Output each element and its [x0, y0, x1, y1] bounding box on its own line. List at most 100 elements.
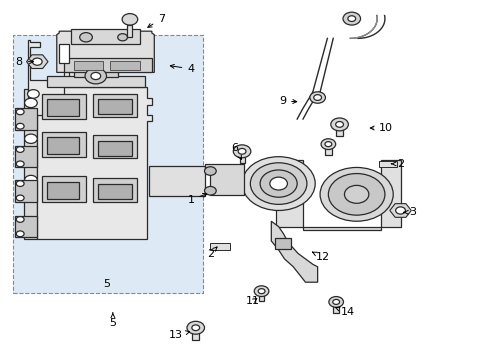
Circle shape: [186, 321, 204, 334]
Polygon shape: [47, 137, 79, 154]
Polygon shape: [98, 140, 132, 156]
Circle shape: [233, 145, 250, 158]
Text: 2: 2: [390, 159, 403, 169]
Polygon shape: [47, 182, 79, 199]
Text: 13: 13: [169, 330, 189, 340]
Polygon shape: [98, 184, 132, 199]
Circle shape: [118, 34, 127, 41]
Circle shape: [24, 134, 37, 143]
Polygon shape: [74, 71, 118, 77]
Circle shape: [260, 170, 297, 197]
Circle shape: [335, 122, 343, 127]
Text: 5: 5: [103, 279, 110, 289]
Text: 11: 11: [246, 296, 260, 306]
Polygon shape: [93, 135, 137, 158]
Polygon shape: [93, 178, 137, 202]
Circle shape: [16, 217, 24, 222]
Polygon shape: [274, 238, 290, 249]
Polygon shape: [37, 87, 152, 239]
Circle shape: [328, 174, 384, 215]
Bar: [239, 151, 244, 163]
Bar: [127, 25, 132, 37]
Circle shape: [91, 72, 101, 80]
Circle shape: [258, 289, 264, 294]
Circle shape: [16, 147, 24, 152]
Bar: [210, 243, 229, 250]
Circle shape: [330, 118, 347, 131]
Circle shape: [85, 68, 106, 84]
Circle shape: [320, 167, 392, 221]
Circle shape: [332, 300, 339, 305]
Text: 2: 2: [206, 247, 217, 258]
Text: 10: 10: [369, 123, 392, 133]
Bar: [332, 302, 338, 314]
Polygon shape: [42, 94, 86, 119]
Circle shape: [16, 123, 24, 129]
Circle shape: [16, 109, 24, 115]
Circle shape: [254, 286, 268, 297]
Circle shape: [344, 185, 368, 203]
Bar: [74, 60, 103, 69]
Text: 7: 7: [147, 14, 165, 27]
Text: 8: 8: [16, 57, 33, 67]
Circle shape: [269, 177, 287, 190]
Bar: [378, 161, 396, 167]
Circle shape: [191, 325, 199, 330]
Text: 5: 5: [109, 313, 116, 328]
Bar: [110, 60, 140, 69]
Polygon shape: [276, 160, 400, 230]
Text: 9: 9: [278, 96, 296, 106]
Bar: [192, 328, 199, 339]
Polygon shape: [71, 30, 140, 44]
Circle shape: [238, 148, 245, 154]
Text: 6: 6: [231, 143, 241, 159]
Polygon shape: [205, 164, 244, 195]
Polygon shape: [47, 99, 79, 116]
Polygon shape: [64, 58, 152, 72]
Circle shape: [342, 12, 360, 25]
Bar: [258, 291, 264, 301]
Circle shape: [313, 95, 321, 100]
Text: 12: 12: [312, 252, 329, 262]
Polygon shape: [98, 99, 132, 114]
Bar: [13, 35, 203, 293]
Circle shape: [16, 161, 24, 167]
Text: 1: 1: [187, 193, 206, 205]
Text: 14: 14: [335, 307, 354, 317]
Polygon shape: [93, 94, 137, 117]
Polygon shape: [57, 31, 154, 72]
Circle shape: [328, 297, 343, 307]
Bar: [335, 125, 342, 136]
Polygon shape: [15, 180, 37, 202]
Circle shape: [309, 92, 325, 103]
Circle shape: [16, 231, 24, 237]
Polygon shape: [47, 76, 144, 87]
Polygon shape: [24, 89, 37, 239]
Circle shape: [16, 181, 24, 186]
Circle shape: [325, 141, 331, 147]
Circle shape: [32, 58, 42, 65]
Circle shape: [122, 14, 138, 25]
Circle shape: [24, 175, 37, 185]
Circle shape: [250, 163, 306, 204]
Circle shape: [80, 33, 92, 42]
Polygon shape: [15, 108, 37, 130]
Polygon shape: [15, 216, 37, 237]
Polygon shape: [42, 176, 86, 202]
Bar: [325, 144, 331, 155]
Circle shape: [395, 207, 405, 214]
Circle shape: [242, 157, 315, 211]
Circle shape: [24, 98, 37, 108]
Circle shape: [204, 186, 216, 195]
Polygon shape: [42, 132, 86, 157]
Bar: [59, 44, 69, 63]
Text: 4: 4: [170, 64, 194, 74]
Circle shape: [16, 195, 24, 201]
Circle shape: [347, 16, 355, 22]
Polygon shape: [149, 166, 205, 196]
Circle shape: [204, 167, 216, 175]
Text: 3: 3: [403, 207, 415, 217]
Circle shape: [24, 217, 37, 226]
Circle shape: [321, 139, 335, 149]
Polygon shape: [271, 221, 317, 282]
